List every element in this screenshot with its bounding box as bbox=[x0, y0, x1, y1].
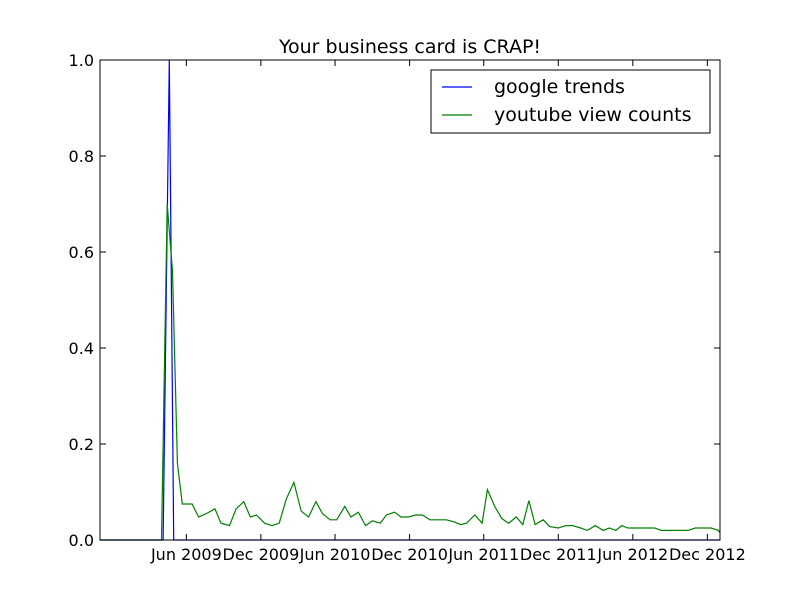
x-tick-label: Jun 2011 bbox=[447, 545, 519, 564]
y-tick-label: 0.0 bbox=[69, 531, 94, 550]
x-tick-label: Dec 2012 bbox=[669, 545, 746, 564]
y-axis: 0.0 0.2 0.4 0.6 0.8 1.0 bbox=[69, 51, 720, 550]
x-tick-label: Jun 2012 bbox=[596, 545, 668, 564]
y-tick-label: 1.0 bbox=[69, 51, 94, 70]
x-axis: Jun 2009 Dec 2009 Jun 2010 Dec 2010 Jun 2011… bbox=[150, 60, 746, 564]
y-tick-label: 0.4 bbox=[69, 339, 94, 358]
x-tick-label: Dec 2011 bbox=[520, 545, 597, 564]
plot-area: 0.00.20.40.60.81.0 Jun 2009 Dec 2009 Jun 2… bbox=[69, 51, 746, 564]
x-tick-label: Jun 2010 bbox=[299, 545, 371, 564]
chart-title: Your business card is CRAP! bbox=[278, 36, 541, 58]
legend-label-google-trends: google trends bbox=[494, 76, 625, 98]
x-tick-label: Dec 2009 bbox=[223, 545, 300, 564]
legend-box bbox=[430, 69, 711, 134]
y-tick-label: 0.6 bbox=[69, 243, 94, 262]
x-tick-label: Jun 2009 bbox=[150, 545, 222, 564]
y-tick-label: 0.8 bbox=[69, 147, 94, 166]
x-tick-label: Dec 2010 bbox=[371, 545, 448, 564]
y-tick-label: 0.2 bbox=[69, 435, 94, 454]
legend: google trends youtube view counts bbox=[430, 69, 711, 134]
legend-label-youtube-view-counts: youtube view counts bbox=[494, 104, 692, 126]
series-line-youtube-view-counts bbox=[100, 203, 721, 541]
